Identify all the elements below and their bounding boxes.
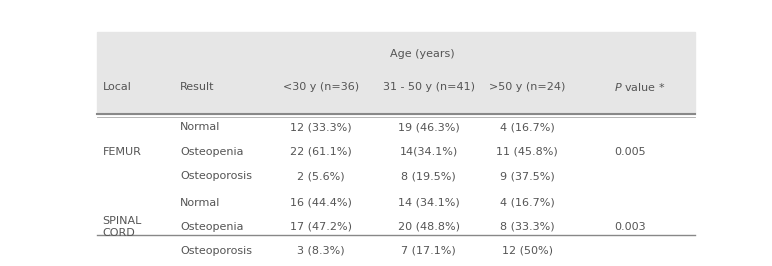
Text: 14(34.1%): 14(34.1%) — [399, 147, 458, 157]
Text: Osteopenia: Osteopenia — [181, 222, 244, 232]
Text: <30 y (n=36): <30 y (n=36) — [283, 82, 359, 92]
Text: 8 (33.3%): 8 (33.3%) — [500, 222, 554, 232]
Text: 7 (17.1%): 7 (17.1%) — [401, 246, 456, 256]
Text: 0.005: 0.005 — [614, 147, 645, 157]
Text: 31 - 50 y (n=41): 31 - 50 y (n=41) — [383, 82, 475, 92]
Text: 14 (34.1%): 14 (34.1%) — [398, 198, 459, 208]
Text: 8 (19.5%): 8 (19.5%) — [401, 171, 456, 181]
Text: 12 (33.3%): 12 (33.3%) — [290, 122, 352, 132]
Text: >50 y (n=24): >50 y (n=24) — [489, 82, 565, 92]
Text: 0.003: 0.003 — [614, 222, 645, 232]
Text: Normal: Normal — [181, 122, 221, 132]
Text: 20 (48.8%): 20 (48.8%) — [398, 222, 459, 232]
Text: Osteoporosis: Osteoporosis — [181, 246, 252, 256]
Text: 22 (61.1%): 22 (61.1%) — [290, 147, 352, 157]
Text: 4 (16.7%): 4 (16.7%) — [500, 198, 554, 208]
Text: 12 (50%): 12 (50%) — [502, 246, 553, 256]
Text: Osteoporosis: Osteoporosis — [181, 171, 252, 181]
Text: 16 (44.4%): 16 (44.4%) — [290, 198, 352, 208]
Text: 19 (46.3%): 19 (46.3%) — [398, 122, 459, 132]
Text: 11 (45.8%): 11 (45.8%) — [496, 147, 558, 157]
Text: 2 (5.6%): 2 (5.6%) — [297, 171, 344, 181]
Text: SPINAL
CORD: SPINAL CORD — [103, 216, 142, 238]
Text: Age (years): Age (years) — [391, 49, 455, 59]
Text: 9 (37.5%): 9 (37.5%) — [500, 171, 554, 181]
Text: Osteopenia: Osteopenia — [181, 147, 244, 157]
Text: $\it{P}$ value *: $\it{P}$ value * — [614, 81, 665, 93]
Text: Local: Local — [103, 82, 131, 92]
Text: 17 (47.2%): 17 (47.2%) — [290, 222, 352, 232]
Text: FEMUR: FEMUR — [103, 147, 141, 157]
Text: 4 (16.7%): 4 (16.7%) — [500, 122, 554, 132]
Text: 3 (8.3%): 3 (8.3%) — [297, 246, 344, 256]
Bar — [96, 32, 695, 114]
Text: Normal: Normal — [181, 198, 221, 208]
Text: Result: Result — [181, 82, 215, 92]
